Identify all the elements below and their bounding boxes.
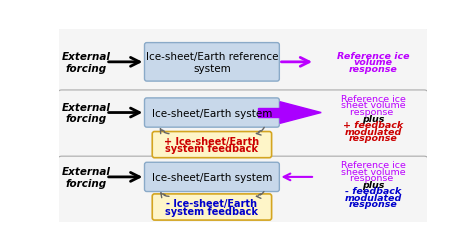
Text: volume: volume bbox=[354, 58, 392, 67]
Text: response: response bbox=[350, 108, 396, 116]
FancyBboxPatch shape bbox=[145, 44, 279, 82]
Text: Ice-sheet/Earth reference
system: Ice-sheet/Earth reference system bbox=[146, 52, 278, 73]
FancyBboxPatch shape bbox=[145, 162, 279, 192]
Text: response: response bbox=[349, 200, 398, 208]
Text: sheet volume: sheet volume bbox=[341, 101, 405, 110]
Text: - feedback: - feedback bbox=[345, 186, 401, 196]
Polygon shape bbox=[258, 109, 280, 117]
Text: Reference ice: Reference ice bbox=[337, 52, 410, 60]
Text: Reference ice: Reference ice bbox=[341, 160, 406, 170]
FancyBboxPatch shape bbox=[152, 194, 272, 220]
Text: response: response bbox=[349, 65, 398, 74]
FancyBboxPatch shape bbox=[145, 98, 279, 128]
Text: modulated: modulated bbox=[345, 193, 402, 202]
Text: + feedback: + feedback bbox=[343, 120, 403, 130]
Text: Reference ice: Reference ice bbox=[341, 94, 406, 104]
FancyBboxPatch shape bbox=[58, 90, 428, 163]
Text: Ice-sheet/Earth system: Ice-sheet/Earth system bbox=[152, 172, 272, 182]
Text: response: response bbox=[349, 134, 398, 142]
FancyBboxPatch shape bbox=[58, 28, 428, 97]
Text: sheet volume: sheet volume bbox=[341, 167, 405, 176]
Text: - Ice-sheet/Earth: - Ice-sheet/Earth bbox=[166, 198, 257, 208]
Polygon shape bbox=[280, 102, 321, 124]
FancyBboxPatch shape bbox=[152, 132, 272, 158]
Text: External
forcing: External forcing bbox=[62, 52, 111, 73]
Text: + Ice-sheet/Earth: + Ice-sheet/Earth bbox=[164, 136, 259, 146]
Text: plus: plus bbox=[362, 114, 384, 123]
Text: plus: plus bbox=[362, 180, 384, 189]
Text: system feedback: system feedback bbox=[165, 206, 258, 216]
Text: response: response bbox=[350, 174, 396, 182]
Text: External
forcing: External forcing bbox=[62, 102, 111, 124]
Text: Ice-sheet/Earth system: Ice-sheet/Earth system bbox=[152, 108, 272, 118]
Text: External
forcing: External forcing bbox=[62, 166, 111, 188]
FancyBboxPatch shape bbox=[58, 156, 428, 225]
Text: system feedback: system feedback bbox=[165, 144, 258, 154]
Text: modulated: modulated bbox=[345, 127, 402, 136]
